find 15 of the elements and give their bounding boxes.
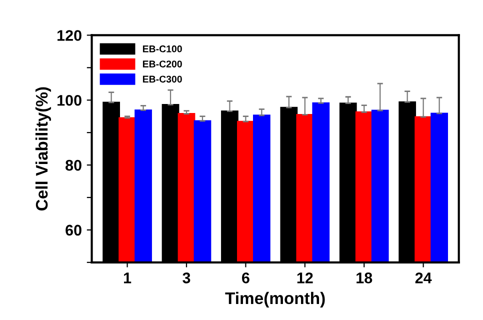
y-tick-label: 80: [66, 160, 82, 171]
legend-label: EB-C300: [142, 76, 182, 83]
x-tick-label: 1: [124, 272, 132, 284]
x-tick-label: 3: [182, 272, 190, 284]
x-tick-label: 18: [356, 272, 372, 284]
y-axis-title: Cell Viability(%): [35, 87, 52, 210]
x-tick-label: 12: [297, 272, 313, 284]
y-tick-label: 120: [58, 30, 82, 41]
x-tick-label: 24: [415, 272, 432, 284]
legend-label: EB-C200: [142, 60, 182, 68]
y-tick-label: 60: [66, 224, 82, 236]
x-tick-label: 6: [242, 272, 250, 284]
y-tick-label: 100: [58, 94, 82, 106]
x-axis-title: Time(month): [225, 292, 325, 308]
legend-label: EB-C100: [142, 45, 182, 52]
